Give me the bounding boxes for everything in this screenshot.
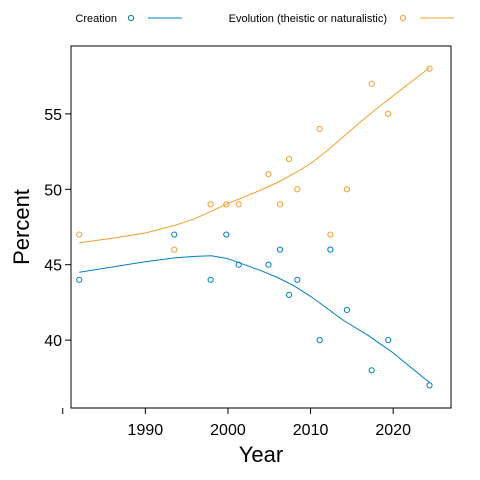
data-point-evolution [368,80,375,87]
data-point-creation [235,261,242,268]
x-axis-title: Year [239,442,283,467]
data-point-creation [343,306,351,314]
data-point-evolution [235,201,242,208]
data-point-evolution [294,186,301,193]
data-point-creation [426,382,433,389]
legend-label-evolution: Evolution (theistic or naturalistic) [229,13,387,25]
data-point-creation [171,231,178,238]
data-point-evolution [343,186,351,193]
legend-item-evolution: Evolution (theistic or naturalistic) [229,13,454,25]
y-tick-label: 55 [44,107,62,124]
data-point-evolution [265,171,272,178]
y-tick-label: 40 [44,333,62,350]
data-point-creation [368,367,375,374]
data-point-evolution [223,201,230,208]
data-point-creation [207,276,214,283]
data-point-creation [76,276,83,283]
data-point-evolution [171,246,178,253]
data-point-creation [265,261,272,268]
series-evolution [76,65,433,253]
data-point-evolution [207,201,214,208]
data-point-evolution [76,231,83,238]
data-point-creation [294,276,301,283]
legend-marker-creation [127,14,135,22]
data-point-evolution [426,65,433,72]
plot-area [76,65,433,389]
data-point-creation [316,337,323,344]
x-tick-label: 2010 [293,422,329,439]
legend-item-creation: Creation [75,13,182,25]
data-point-creation [276,246,284,253]
trend-line-evolution [79,67,430,244]
legend-label-creation: Creation [75,13,117,25]
data-point-evolution [285,156,293,163]
data-point-evolution [316,125,323,133]
trend-line-creation [79,255,430,383]
x-axis: 1990 2000 2010 2020 [62,408,411,439]
data-point-evolution [385,110,392,117]
data-point-evolution [276,201,284,208]
x-tick-label: 2020 [375,422,411,439]
data-point-creation [223,231,230,238]
y-tick-label: 50 [44,182,62,199]
data-point-creation [327,246,334,253]
y-tick-label: 45 [44,258,62,275]
x-tick-label: 1990 [128,422,164,439]
legend-marker-evolution [399,14,407,22]
data-point-creation [285,291,293,298]
plot-frame [70,45,452,409]
data-point-creation [385,337,392,344]
series-creation [76,231,433,389]
x-tick-label: 2000 [210,422,246,439]
y-axis: 40 45 50 55 [44,107,71,350]
y-axis-title: Percent [9,189,34,265]
legend: Creation Evolution (theistic or naturali… [75,13,454,25]
data-point-evolution [327,231,334,238]
